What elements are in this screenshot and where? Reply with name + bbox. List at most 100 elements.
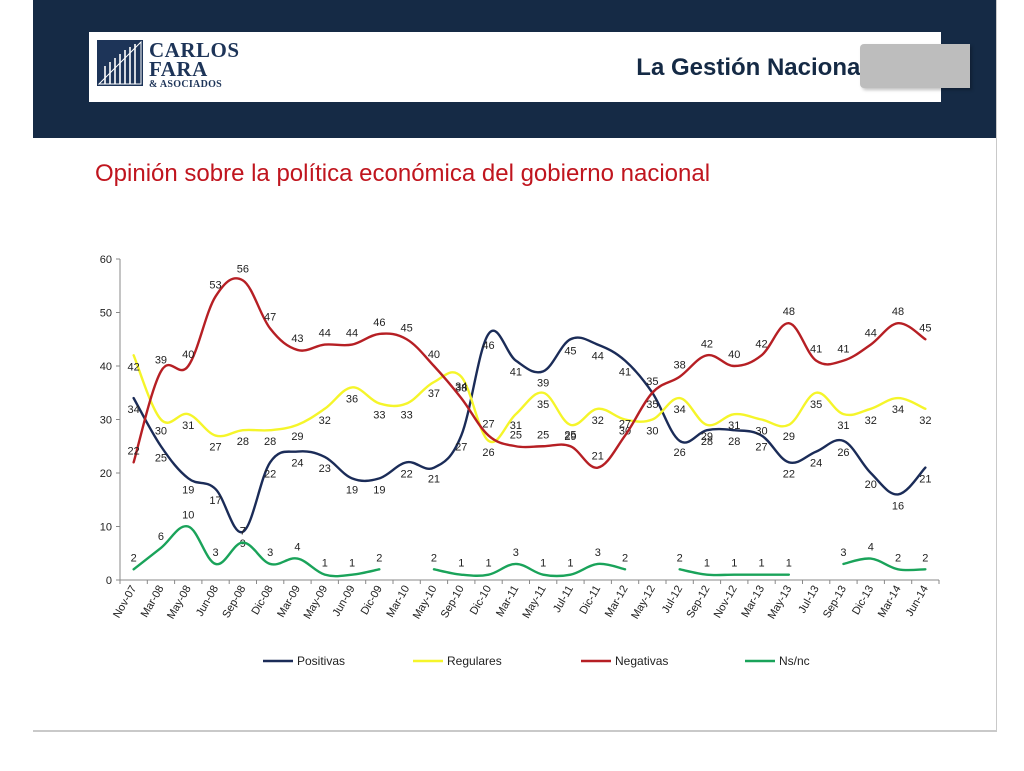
- data-label-positivas: 34: [128, 404, 140, 416]
- x-tick-label: Jun-08: [194, 584, 221, 619]
- data-label-regulares: 33: [401, 409, 413, 421]
- x-tick-label: Mar-14: [876, 584, 904, 620]
- series-line-ns-nc: [432, 562, 627, 578]
- data-label-positivas: 19: [346, 484, 358, 496]
- data-label-regulares: 30: [755, 426, 767, 438]
- data-label-negativas: 40: [182, 349, 194, 361]
- data-label-ns-nc: 3: [212, 547, 218, 559]
- data-label-positivas: 25: [155, 452, 167, 464]
- data-label-positivas: 46: [482, 340, 494, 352]
- data-label-regulares: 32: [592, 415, 604, 427]
- x-tick-label: Jun-14: [904, 584, 931, 619]
- x-tick-label: Dic-09: [359, 584, 385, 618]
- data-label-ns-nc: 1: [540, 558, 546, 570]
- x-tick-label: Dic-11: [577, 584, 603, 617]
- data-label-positivas: 26: [837, 447, 849, 459]
- data-label-ns-nc: 2: [376, 552, 382, 564]
- data-label-regulares: 34: [674, 404, 686, 416]
- data-label-ns-nc: 2: [922, 552, 928, 564]
- data-label-ns-nc: 2: [677, 552, 683, 564]
- data-label-positivas: 26: [674, 447, 686, 459]
- y-tick-label: 40: [100, 361, 112, 373]
- data-label-ns-nc: 7: [240, 526, 246, 538]
- data-label-positivas: 23: [319, 463, 331, 475]
- data-label-ns-nc: 1: [322, 558, 328, 570]
- data-label-negativas: 40: [428, 349, 440, 361]
- x-tick-label: Sep-08: [220, 584, 248, 621]
- x-tick-label: Dic-08: [249, 584, 275, 618]
- data-label-positivas: 22: [401, 468, 413, 480]
- data-label-negativas: 42: [755, 338, 767, 350]
- series-line-regulares: [132, 354, 927, 444]
- data-label-negativas: 21: [592, 451, 604, 463]
- x-tick-label: Mar-11: [494, 584, 521, 619]
- x-tick-label: May-13: [766, 584, 795, 622]
- data-label-regulares: 30: [646, 426, 658, 438]
- x-tick-label: May-08: [165, 584, 194, 622]
- data-label-ns-nc: 3: [595, 547, 601, 559]
- x-tick-label: Dic-10: [468, 584, 494, 618]
- data-label-negativas: 43: [291, 333, 303, 345]
- data-label-positivas: 24: [810, 458, 822, 470]
- data-label-regulares: 28: [237, 436, 249, 448]
- data-label-ns-nc: 6: [158, 531, 164, 543]
- series-line-negativas: [132, 277, 927, 469]
- data-label-positivas: 28: [728, 436, 740, 448]
- data-label-regulares: 31: [728, 420, 740, 432]
- data-label-ns-nc: 3: [840, 547, 846, 559]
- data-label-regulares: 30: [619, 426, 631, 438]
- y-tick-label: 20: [100, 468, 112, 480]
- x-tick-label: Jul-13: [796, 584, 821, 616]
- data-label-negativas: 42: [701, 338, 713, 350]
- data-label-positivas: 21: [428, 474, 440, 486]
- data-label-positivas: 19: [182, 484, 194, 496]
- data-label-ns-nc: 1: [786, 558, 792, 570]
- x-tick-label: Mar-10: [384, 584, 412, 620]
- data-label-regulares: 33: [373, 409, 385, 421]
- data-label-regulares: 35: [537, 399, 549, 411]
- data-label-ns-nc: 1: [485, 558, 491, 570]
- data-label-positivas: 45: [564, 345, 576, 357]
- data-label-negativas: 27: [619, 419, 631, 431]
- data-label-negativas: 22: [128, 445, 140, 457]
- data-label-regulares: 29: [291, 431, 303, 443]
- data-label-ns-nc: 2: [431, 552, 437, 564]
- x-tick-label: May-09: [302, 584, 331, 622]
- data-label-negativas: 25: [510, 429, 522, 441]
- logo-line-3: & ASOCIADOS: [149, 79, 223, 90]
- x-tick-label: Mar-08: [139, 584, 167, 620]
- y-tick-label: 10: [100, 522, 112, 534]
- data-label-negativas: 41: [837, 344, 849, 356]
- data-label-regulares: 37: [428, 388, 440, 400]
- legend-label-regulares: Regulares: [447, 654, 502, 668]
- logo-line-1: CARLOS: [149, 38, 240, 62]
- data-label-ns-nc: 3: [267, 547, 273, 559]
- page-title: La Gestión Nacional: [636, 54, 867, 81]
- x-tick-label: Mar-13: [739, 584, 767, 620]
- slide: CARLOS FARA & ASOCIADOS La Gestión Nacio…: [33, 0, 996, 730]
- data-label-negativas: 39: [155, 354, 167, 366]
- series-line-ns-nc: [842, 557, 927, 572]
- data-label-regulares: 27: [209, 442, 221, 454]
- x-tick-label: Nov-07: [111, 584, 139, 621]
- data-label-ns-nc: 1: [458, 558, 464, 570]
- data-label-ns-nc: 2: [131, 552, 137, 564]
- data-label-negativas: 47: [264, 312, 276, 324]
- data-label-negativas: 44: [346, 328, 358, 340]
- data-label-regulares: 29: [783, 431, 795, 443]
- data-label-regulares: 31: [182, 420, 194, 432]
- chart-title: Opinión sobre la política económica del …: [95, 160, 711, 187]
- x-tick-label: May-12: [629, 584, 658, 622]
- data-label-negativas: 45: [919, 322, 931, 334]
- data-label-positivas: 27: [455, 442, 467, 454]
- data-label-ns-nc: 4: [294, 542, 300, 554]
- data-label-negativas: 44: [865, 328, 877, 340]
- data-label-positivas: 20: [865, 479, 877, 491]
- series-line-positivas: [132, 329, 927, 534]
- series-line-ns-nc: [132, 525, 381, 578]
- x-tick-label: Jul-11: [551, 584, 576, 615]
- data-label-regulares: 26: [482, 447, 494, 459]
- data-label-ns-nc: 3: [513, 547, 519, 559]
- data-label-regulares: 29: [701, 431, 713, 443]
